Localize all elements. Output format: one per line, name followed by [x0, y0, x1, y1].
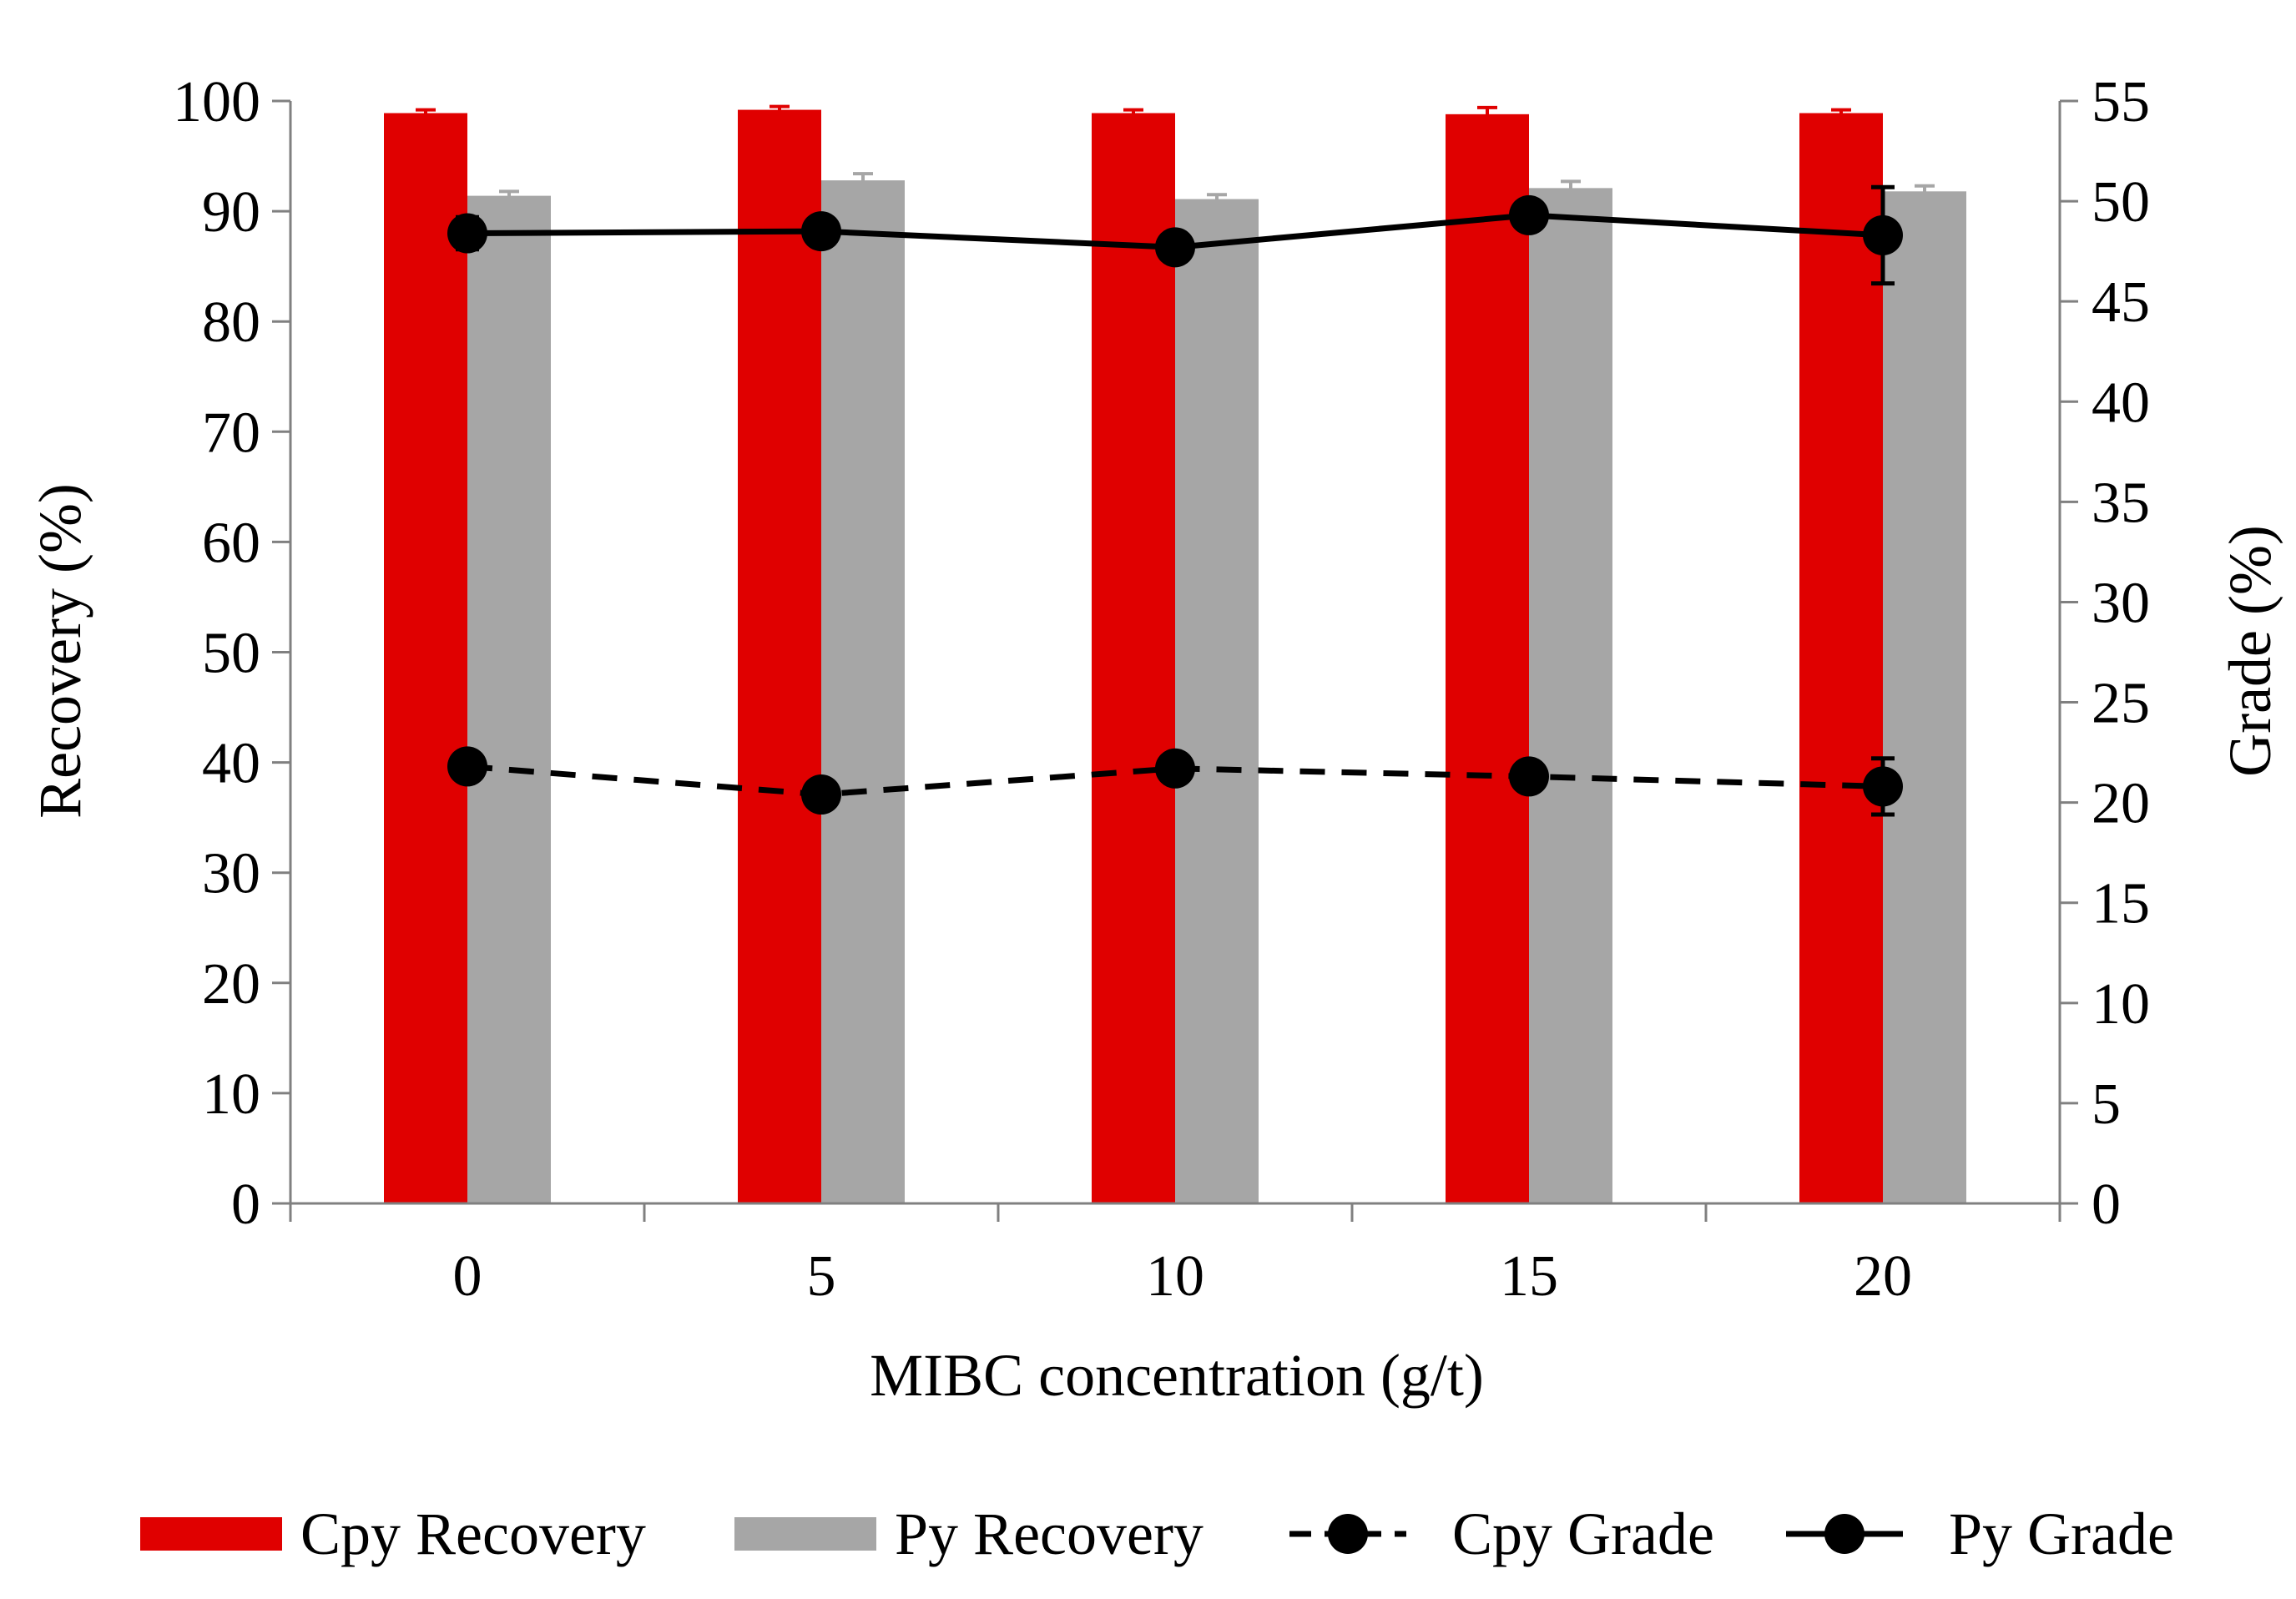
- legend-label-cpy-grade: Cpy Grade: [1452, 1501, 1714, 1567]
- legend-swatch-py-recovery: [734, 1517, 876, 1551]
- legend-label-py-grade: Py Grade: [1949, 1501, 2174, 1567]
- y2-tick-label: 45: [2092, 270, 2150, 335]
- py-grade-point: [1155, 227, 1195, 268]
- y2-tick-label: 10: [2092, 972, 2150, 1037]
- x-tick-label: 15: [1500, 1244, 1558, 1309]
- y-tick-label: 50: [202, 622, 260, 686]
- y-tick-label: 20: [202, 952, 260, 1016]
- legend-item-cpy-recovery: Cpy Recovery: [140, 1501, 646, 1567]
- py-grade-point: [801, 211, 841, 252]
- y-tick-label: 100: [173, 70, 260, 134]
- y2-tick-label: 25: [2092, 672, 2150, 736]
- cpy-grade-point: [447, 746, 487, 787]
- legend-marker-py-grade: [1824, 1514, 1865, 1554]
- cpy-recovery-bar: [1799, 113, 1883, 1203]
- y2-tick-label: 5: [2092, 1072, 2121, 1137]
- x-tick-label: 20: [1854, 1244, 1912, 1309]
- legend-item-cpy-grade: Cpy Grade: [1289, 1501, 1714, 1567]
- y2-tick-label: 20: [2092, 772, 2150, 836]
- legend-label-cpy-recovery: Cpy Recovery: [300, 1501, 646, 1567]
- y-tick-label: 30: [202, 842, 260, 906]
- y2-axis-title: Grade (%): [2217, 525, 2283, 777]
- cpy-grade-point: [801, 774, 841, 815]
- cpy-recovery-bar: [1092, 113, 1175, 1203]
- x-tick-label: 0: [453, 1244, 482, 1309]
- y-tick-label: 40: [202, 732, 260, 796]
- py-recovery-bar: [1175, 199, 1259, 1204]
- x-tick-label: 5: [807, 1244, 836, 1309]
- y-tick-label: 90: [202, 180, 260, 245]
- y-tick-label: 10: [202, 1062, 260, 1127]
- cpy-recovery-bar: [384, 113, 467, 1203]
- y-tick-label: 0: [231, 1173, 260, 1237]
- legend-marker-cpy-grade: [1328, 1514, 1368, 1554]
- y2-tick-label: 55: [2092, 70, 2150, 134]
- legend-label-py-recovery: Py Recovery: [895, 1501, 1204, 1567]
- py-grade-point: [1509, 194, 1549, 235]
- py-recovery-bar: [1529, 188, 1612, 1203]
- py-grade-point: [1863, 214, 1903, 255]
- legend-item-py-grade: Py Grade: [1786, 1501, 2174, 1567]
- cpy-grade-point: [1863, 766, 1903, 807]
- y2-tick-label: 40: [2092, 371, 2150, 435]
- x-tick-label: 10: [1146, 1244, 1204, 1309]
- y-tick-label: 60: [202, 511, 260, 575]
- py-recovery-bar: [821, 180, 905, 1203]
- py-recovery-bar: [467, 195, 551, 1204]
- cpy-grade-point: [1509, 756, 1549, 797]
- legend-item-py-recovery: Py Recovery: [734, 1501, 1204, 1567]
- cpy-grade-point: [1155, 748, 1195, 789]
- py-grade-point: [447, 213, 487, 254]
- x-axis-title: MIBC concentration (g/t): [870, 1342, 1484, 1409]
- y-tick-label: 80: [202, 290, 260, 355]
- y-tick-label: 70: [202, 401, 260, 465]
- py-recovery-bar: [1883, 191, 1966, 1203]
- cpy-recovery-bar: [1446, 113, 1529, 1203]
- y2-tick-label: 50: [2092, 170, 2150, 235]
- y2-tick-label: 30: [2092, 571, 2150, 635]
- y-axis-title: Recovery (%): [27, 483, 93, 819]
- y2-tick-label: 35: [2092, 471, 2150, 535]
- legend-swatch-cpy-recovery: [140, 1517, 282, 1551]
- y2-tick-label: 15: [2092, 872, 2150, 936]
- y2-tick-label: 0: [2092, 1173, 2121, 1237]
- cpy-recovery-bar: [738, 109, 821, 1203]
